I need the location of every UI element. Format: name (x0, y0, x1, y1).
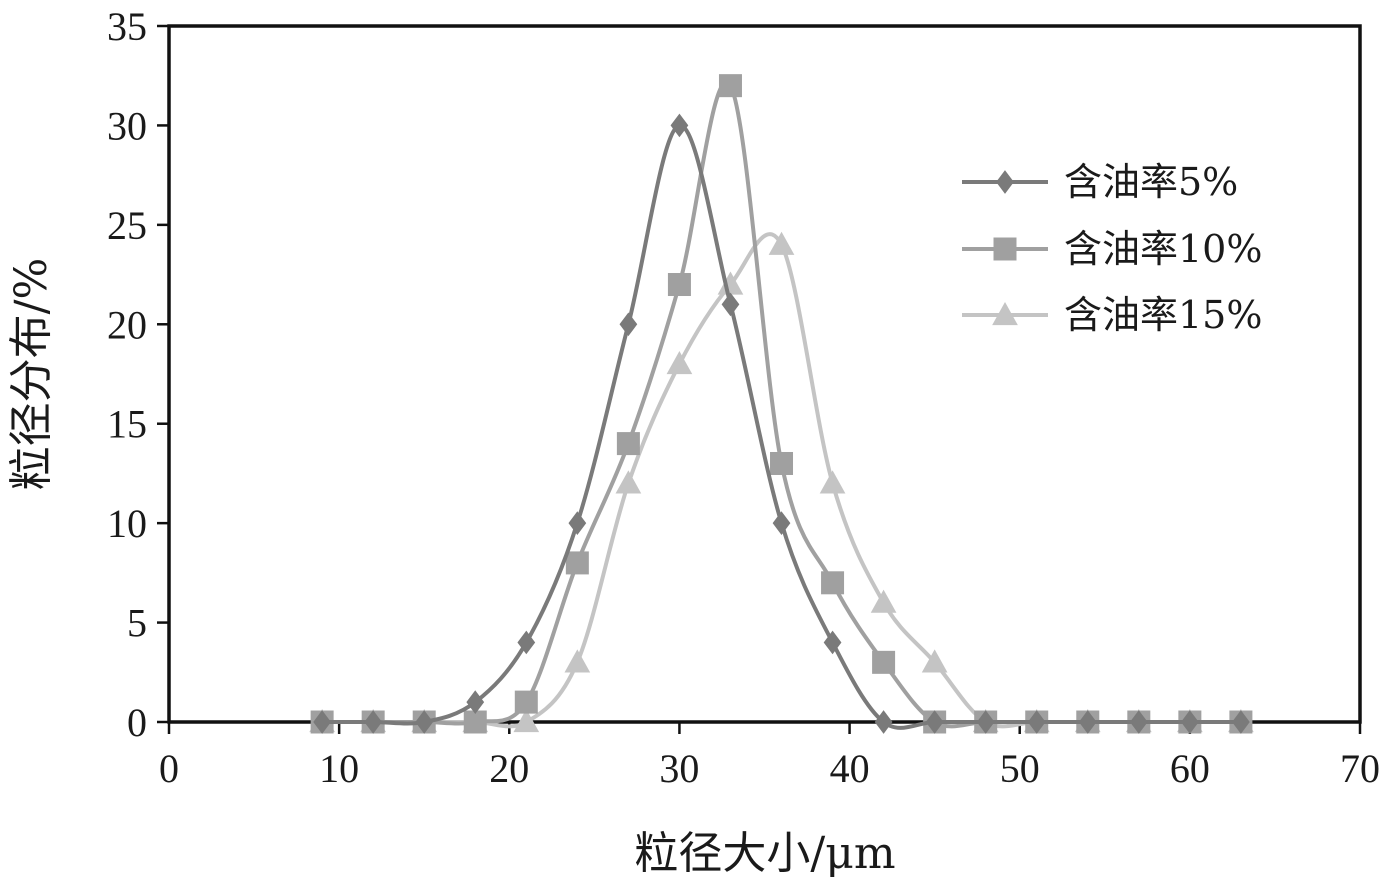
y-tick-label: 35 (107, 4, 147, 49)
x-tick-label: 10 (319, 746, 359, 791)
data-point-diamond (925, 710, 944, 734)
data-point-square (667, 273, 691, 297)
y-tick-label: 5 (127, 601, 147, 646)
series-diamond (313, 113, 1250, 734)
y-tick-label: 15 (107, 402, 147, 447)
data-point-triangle (870, 589, 897, 613)
data-point-diamond (1232, 710, 1250, 734)
legend-item: 含油率5% (962, 160, 1238, 204)
data-point-diamond (568, 511, 587, 535)
data-point-diamond (823, 630, 842, 655)
data-point-triangle (819, 470, 846, 494)
data-point-square (718, 74, 742, 98)
legend-label: 含油率5% (1064, 160, 1238, 204)
data-point-diamond (364, 710, 383, 734)
data-point-diamond (1027, 710, 1046, 734)
plot-frame (167, 24, 1362, 724)
y-tick-label: 10 (107, 501, 147, 546)
data-point-diamond (517, 630, 536, 655)
legend-label: 含油率15% (1064, 293, 1262, 337)
axis-ticks (157, 24, 1362, 734)
x-tick-label: 20 (489, 746, 529, 791)
data-point-diamond (772, 511, 791, 535)
data-point-diamond (619, 312, 638, 337)
x-tick-label: 70 (1340, 746, 1380, 791)
data-point-diamond (415, 710, 434, 734)
data-point-triangle (513, 708, 540, 733)
data-point-diamond (1180, 710, 1199, 734)
data-point-square (514, 690, 538, 714)
data-point-square (565, 551, 589, 575)
legend-marker-diamond (996, 170, 1014, 194)
series-layer (309, 74, 1254, 734)
legend-item: 含油率15% (962, 293, 1262, 337)
data-point-square (872, 650, 896, 674)
y-tick-labels: 0 5 10 15 20 25 30 35 (107, 4, 147, 745)
data-point-triangle (666, 351, 693, 375)
legend-marker-triangle (992, 301, 1018, 326)
y-tick-label: 30 (107, 103, 147, 148)
legend-label: 含油率10% (1064, 227, 1262, 271)
data-point-triangle (615, 470, 642, 494)
y-axis-title: 粒径分布/% (6, 258, 57, 491)
data-point-triangle (921, 649, 948, 673)
x-tick-label: 60 (1170, 746, 1210, 791)
data-point-triangle (768, 231, 795, 255)
data-point-square (821, 571, 845, 595)
data-point-diamond (874, 710, 893, 734)
data-point-diamond (1078, 710, 1097, 734)
data-point-triangle (564, 649, 591, 673)
x-tick-labels: 0 10 20 30 40 50 60 70 (159, 746, 1380, 791)
y-tick-label: 0 (127, 700, 147, 745)
x-tick-label: 0 (159, 746, 179, 791)
legend: 含油率5% 含油率10% 含油率15% (962, 160, 1262, 337)
series-line (322, 123, 1241, 730)
data-point-diamond (976, 710, 995, 734)
data-point-diamond (466, 690, 485, 714)
x-tick-label: 40 (830, 746, 870, 791)
y-tick-label: 25 (107, 203, 147, 248)
x-axis-title: 粒径大小/μm (634, 828, 895, 879)
legend-item: 含油率10% (962, 227, 1262, 271)
data-point-square (770, 451, 794, 475)
data-point-diamond (670, 113, 689, 138)
data-point-diamond (313, 710, 332, 734)
data-point-diamond (1129, 710, 1148, 734)
y-tick-label: 20 (107, 302, 147, 347)
x-tick-label: 30 (659, 746, 699, 791)
data-point-diamond (721, 292, 740, 317)
data-point-square (616, 432, 640, 456)
x-tick-label: 50 (1000, 746, 1040, 791)
data-point-square (463, 710, 487, 734)
legend-marker-square (993, 237, 1017, 261)
